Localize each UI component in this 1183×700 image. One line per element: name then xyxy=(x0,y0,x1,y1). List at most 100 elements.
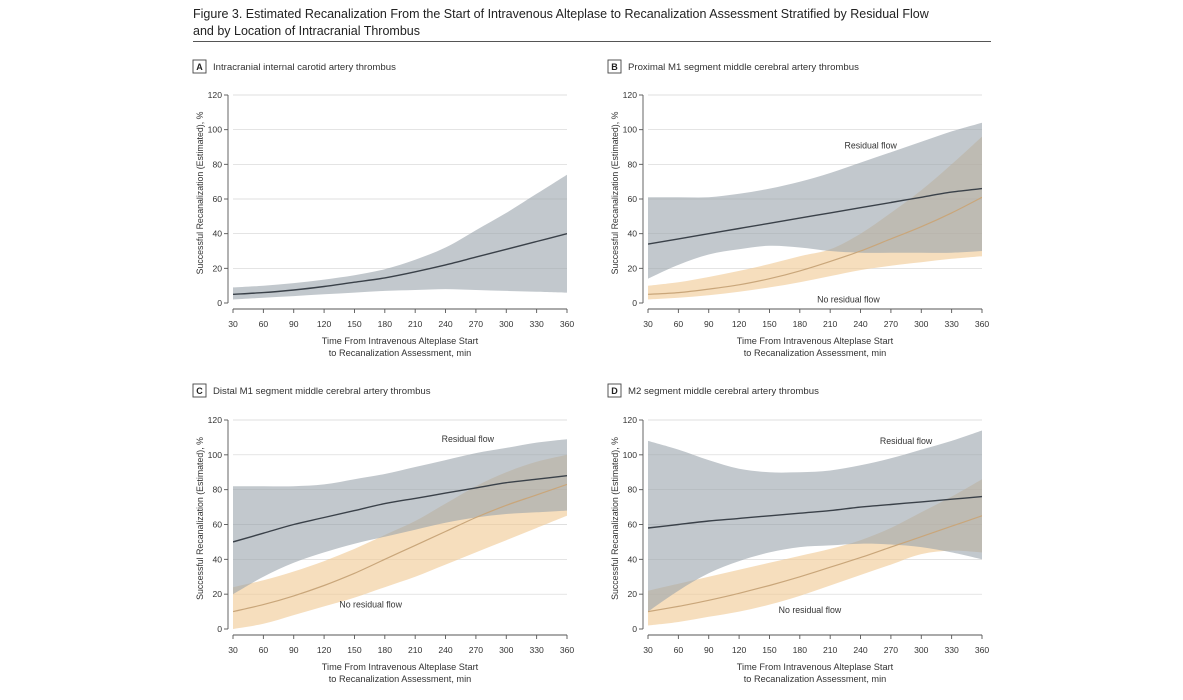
x-tick-label: 210 xyxy=(823,645,838,655)
y-tick-label: 120 xyxy=(623,415,638,425)
x-tick-label: 30 xyxy=(228,645,238,655)
y-axis-label: Successful Recanalization (Estimated), % xyxy=(195,437,205,600)
residual-flow-annotation: Residual flow xyxy=(845,140,898,150)
y-tick-label: 80 xyxy=(627,159,637,169)
x-tick-label: 330 xyxy=(944,645,959,655)
panel-title: M2 segment middle cerebral artery thromb… xyxy=(628,386,819,397)
panel-letter: B xyxy=(611,62,618,72)
x-tick-label: 180 xyxy=(378,319,393,329)
x-tick-label: 270 xyxy=(884,319,899,329)
y-tick-label: 60 xyxy=(627,194,637,204)
no-residual-flow-line xyxy=(233,483,567,613)
x-axis-label-line-2: to Recanalization Assessment, min xyxy=(329,348,471,358)
no-residual-flow-annotation: No residual flow xyxy=(817,295,880,305)
y-tick-label: 20 xyxy=(627,263,637,273)
y-tick-label: 40 xyxy=(627,554,637,564)
x-tick-label: 90 xyxy=(289,645,299,655)
x-tick-label: 180 xyxy=(378,645,393,655)
x-tick-label: 210 xyxy=(408,319,423,329)
x-tick-label: 90 xyxy=(289,319,299,329)
y-tick-label: 120 xyxy=(623,90,638,100)
residual-flow-line xyxy=(648,187,982,245)
x-tick-label: 60 xyxy=(674,319,684,329)
y-tick-label: 40 xyxy=(212,229,222,239)
figure-title: Figure 3. Estimated Recanalization From … xyxy=(193,6,993,40)
y-tick-label: 100 xyxy=(623,125,638,135)
y-tick-label: 20 xyxy=(212,263,222,273)
x-tick-label: 150 xyxy=(347,319,362,329)
y-tick-label: 0 xyxy=(217,624,222,634)
x-tick-label: 360 xyxy=(560,645,575,655)
residual-flow-confidence-band xyxy=(233,439,567,595)
x-tick-label: 60 xyxy=(259,319,269,329)
figure-title-line-1: Figure 3. Estimated Recanalization From … xyxy=(193,7,929,21)
y-tick-label: 20 xyxy=(212,589,222,599)
y-tick-label: 0 xyxy=(632,624,637,634)
x-tick-label: 30 xyxy=(643,319,653,329)
x-tick-label: 360 xyxy=(560,319,575,329)
panel-title: Intracranial internal carotid artery thr… xyxy=(213,62,396,73)
x-tick-label: 330 xyxy=(944,319,959,329)
x-tick-label: 240 xyxy=(853,645,868,655)
residual-flow-confidence-band xyxy=(648,430,982,612)
y-axis-label: Successful Recanalization (Estimated), % xyxy=(610,437,620,600)
x-axis-label-line-1: Time From Intravenous Alteplase Start xyxy=(737,662,894,672)
x-tick-label: 150 xyxy=(762,645,777,655)
panel-title: Proximal M1 segment middle cerebral arte… xyxy=(628,62,859,73)
x-tick-label: 150 xyxy=(347,645,362,655)
y-tick-label: 100 xyxy=(208,125,223,135)
no-residual-flow-annotation: No residual flow xyxy=(339,600,402,610)
x-tick-label: 120 xyxy=(732,645,747,655)
y-tick-label: 40 xyxy=(627,229,637,239)
no-residual-flow-confidence-band xyxy=(648,479,982,626)
panel-letter-box xyxy=(192,383,207,398)
x-tick-label: 240 xyxy=(438,645,453,655)
x-axis-label-line-1: Time From Intravenous Alteplase Start xyxy=(737,336,894,346)
residual-flow-confidence-band xyxy=(648,122,982,279)
x-tick-label: 120 xyxy=(732,319,747,329)
residual-flow-line xyxy=(233,233,567,295)
x-tick-label: 270 xyxy=(469,319,484,329)
x-tick-label: 360 xyxy=(975,319,990,329)
y-tick-label: 80 xyxy=(627,485,637,495)
x-axis-label-line-2: to Recanalization Assessment, min xyxy=(329,674,471,684)
x-tick-label: 270 xyxy=(469,645,484,655)
y-tick-label: 40 xyxy=(212,554,222,564)
x-tick-label: 120 xyxy=(317,319,332,329)
panel-letter: A xyxy=(196,62,203,72)
title-divider xyxy=(193,41,991,42)
chart-panel-a: A Intracranial internal carotid artery th… xyxy=(192,59,575,358)
panel-letter-box xyxy=(607,59,622,74)
y-tick-label: 100 xyxy=(208,450,223,460)
x-axis-label-line-1: Time From Intravenous Alteplase Start xyxy=(322,336,479,346)
no-residual-flow-line xyxy=(648,196,982,295)
x-tick-label: 360 xyxy=(975,645,990,655)
y-tick-label: 80 xyxy=(212,159,222,169)
x-tick-label: 330 xyxy=(529,645,544,655)
x-axis-label-line-1: Time From Intravenous Alteplase Start xyxy=(322,662,479,672)
residual-flow-annotation: Residual flow xyxy=(880,436,933,446)
chart-panel-d: D M2 segment middle cerebral artery throm… xyxy=(607,383,990,684)
x-tick-label: 30 xyxy=(228,319,238,329)
y-tick-label: 100 xyxy=(623,450,638,460)
y-tick-label: 0 xyxy=(217,298,222,308)
x-axis-label-line-2: to Recanalization Assessment, min xyxy=(744,348,886,358)
chart-panel-c: C Distal M1 segment middle cerebral arter… xyxy=(192,383,575,684)
x-tick-label: 90 xyxy=(704,645,714,655)
x-tick-label: 60 xyxy=(674,645,684,655)
x-tick-label: 60 xyxy=(259,645,269,655)
x-tick-label: 240 xyxy=(438,319,453,329)
no-residual-flow-line xyxy=(648,515,982,613)
residual-flow-line xyxy=(233,475,567,543)
y-tick-label: 60 xyxy=(212,520,222,530)
x-tick-label: 300 xyxy=(914,319,929,329)
x-axis-label-line-2: to Recanalization Assessment, min xyxy=(744,674,886,684)
x-tick-label: 270 xyxy=(884,645,899,655)
y-tick-label: 120 xyxy=(208,90,223,100)
x-tick-label: 330 xyxy=(529,319,544,329)
y-tick-label: 0 xyxy=(632,298,637,308)
x-tick-label: 120 xyxy=(317,645,332,655)
figure-title-line-2: and by Location of Intracranial Thrombus xyxy=(193,24,420,38)
panel-letter: D xyxy=(611,386,618,396)
